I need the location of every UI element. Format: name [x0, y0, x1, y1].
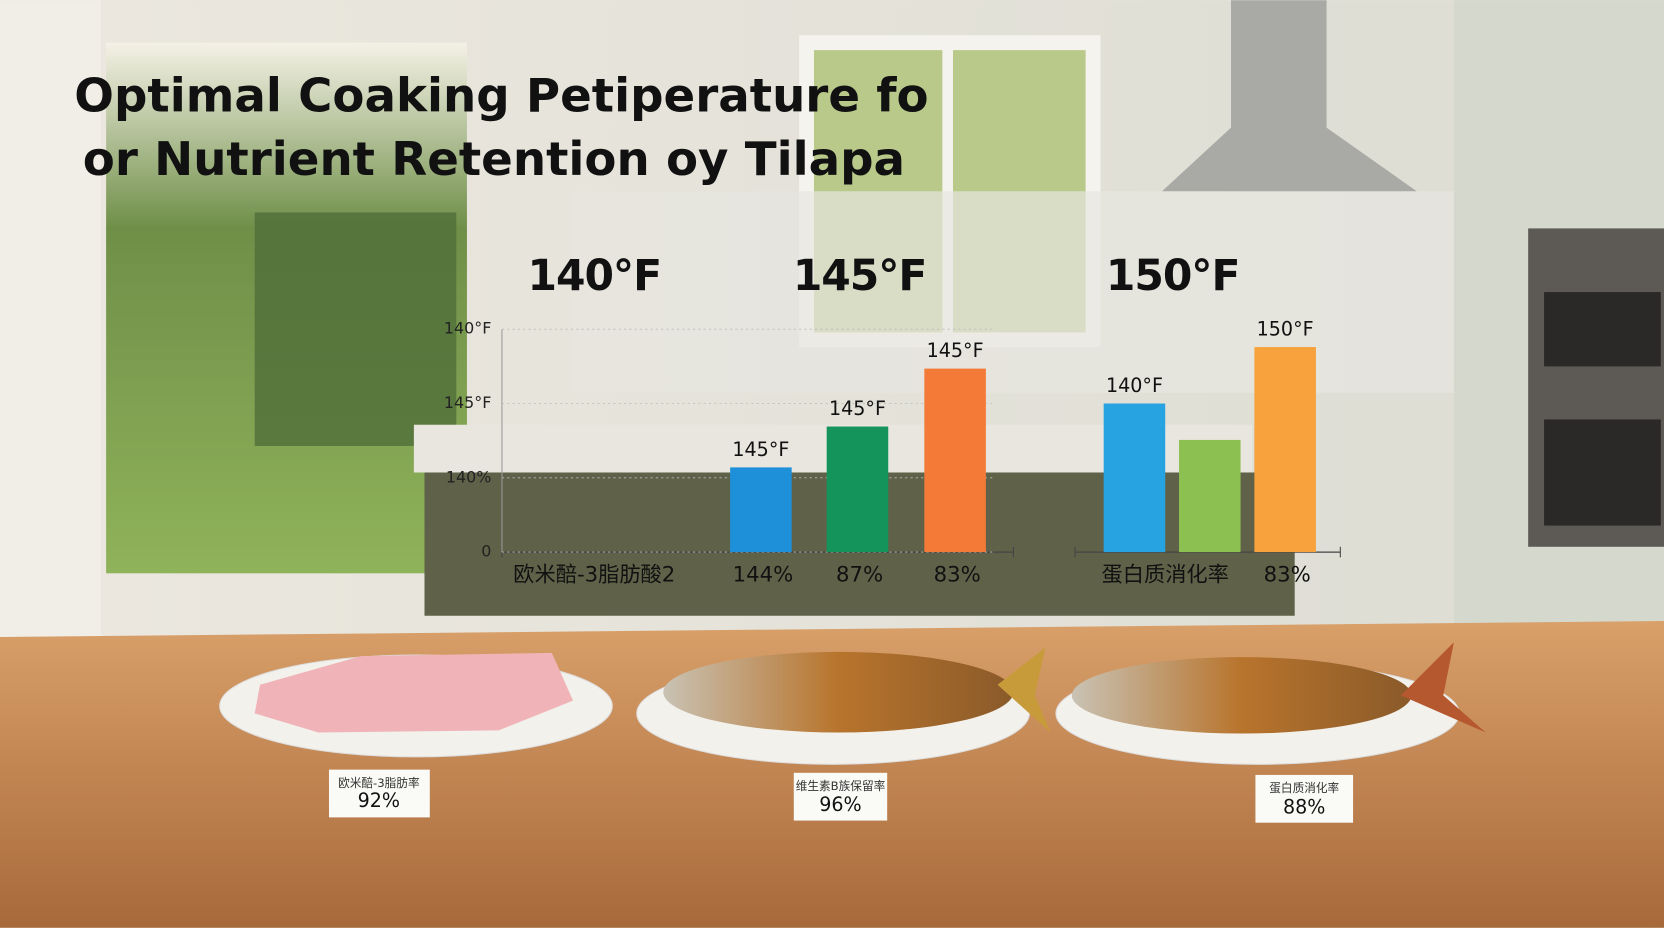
fish-tail — [997, 647, 1051, 733]
y-tick-label: 140°F — [444, 319, 491, 338]
bar-label: 150°F — [1257, 318, 1314, 341]
oven-window — [1544, 292, 1661, 367]
card — [328, 769, 430, 818]
x-tick-label: 144% — [733, 562, 794, 587]
x-tick-label: 87% — [836, 562, 883, 587]
bar-label: 145°F — [829, 397, 886, 420]
title-line: Optimal Coaking Petiperature fo — [74, 69, 928, 123]
card — [793, 772, 888, 821]
backsplash — [573, 191, 1454, 393]
temperature-heading: 145°F — [793, 252, 927, 301]
bar — [1179, 439, 1241, 553]
oven-window — [1544, 419, 1661, 526]
fish-tail — [1400, 642, 1486, 733]
bar-label: 145°F — [732, 438, 789, 461]
bar — [1254, 347, 1316, 553]
x-tick-label: 83% — [1264, 562, 1311, 587]
y-tick-label: 0 — [481, 542, 491, 561]
card-value: 96% — [819, 793, 861, 816]
wall-left — [0, 0, 101, 659]
range-hood — [1162, 0, 1417, 192]
group-label: 蛋白质消化率 — [1102, 562, 1229, 587]
charts: 0 140% 145°F 140°F 欧米醅-3脂肪酸2 145°F 144% 145°F 87… — [444, 318, 1341, 587]
card-label: 蛋白质消化率 — [1269, 781, 1339, 795]
cooked-fish — [1071, 657, 1412, 734]
card-value: 88% — [1283, 795, 1325, 818]
y-tick-label: 145°F — [444, 393, 491, 412]
card-value: 92% — [358, 789, 400, 812]
card-label: 欧米醅-3脂肪率 — [338, 776, 420, 790]
hedge — [254, 212, 457, 446]
bar — [826, 426, 889, 553]
bar-label: 140°F — [1106, 374, 1163, 397]
bar-label: 145°F — [927, 339, 984, 362]
bar — [730, 467, 792, 553]
raw-fillet — [254, 652, 574, 733]
temperature-heading: 150°F — [1106, 252, 1240, 301]
card-label: 维生素B族保留率 — [796, 779, 886, 793]
card — [1255, 774, 1354, 823]
group-label: 欧米醅-3脂肪酸2 — [513, 562, 675, 587]
bar — [1103, 403, 1166, 553]
y-tick-label: 140% — [446, 467, 491, 486]
cooked-fish — [663, 651, 1014, 733]
temperature-heading: 140°F — [528, 252, 662, 301]
title-line: or Nutrient Retention oy Tilapa — [83, 133, 905, 187]
x-tick-label: 83% — [934, 562, 981, 587]
bar — [924, 368, 986, 553]
